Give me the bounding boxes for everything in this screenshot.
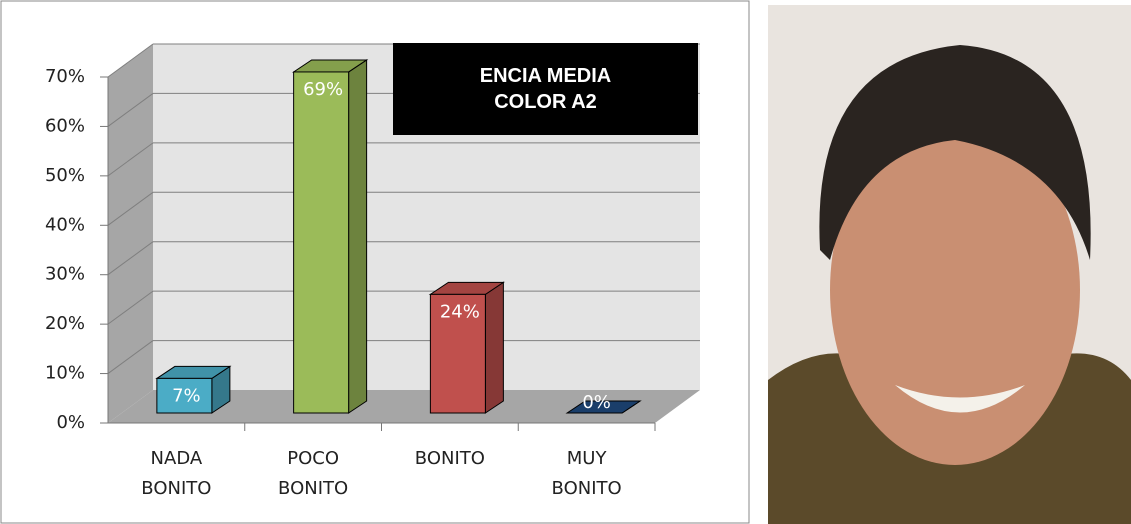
y-tick-label: 70% [45,66,85,87]
face [830,115,1080,465]
grid-line-side [107,340,154,374]
data-label: 7% [172,385,201,406]
bar-top [565,400,642,414]
data-label: 24% [440,301,480,322]
chart-title: ENCIA MEDIA COLOR A2 [393,43,698,135]
data-label: 69% [303,79,343,100]
side-wall [108,44,153,423]
bar [156,377,213,414]
bar [293,71,350,414]
smile [895,385,1025,413]
grid-line-side [107,241,154,276]
grid-line-side [107,43,154,78]
grid-line-side [107,142,154,177]
grid-line-side [107,191,154,226]
grid-line-side [107,93,154,127]
y-tick-label: 0% [56,412,85,433]
x-tick-label: BONITO [414,448,485,469]
bar-side [484,281,504,414]
x-tick-label: NADA BONITO [141,448,212,499]
y-tick-label: 30% [45,264,85,285]
hair [819,45,1091,260]
bar [429,293,486,414]
y-tick-label: 20% [45,313,85,334]
x-tick-label: POCO BONITO [278,448,349,499]
y-tick-label: 60% [45,115,85,136]
y-tick-label: 40% [45,214,85,235]
data-label: 0% [582,392,611,413]
floor [108,390,700,423]
bar-side [348,59,368,414]
photo [768,5,1131,524]
x-tick-label: MUY BONITO [551,448,622,499]
y-tick-label: 50% [45,165,85,186]
grid-line-side [107,290,154,325]
y-tick-label: 10% [45,363,85,384]
